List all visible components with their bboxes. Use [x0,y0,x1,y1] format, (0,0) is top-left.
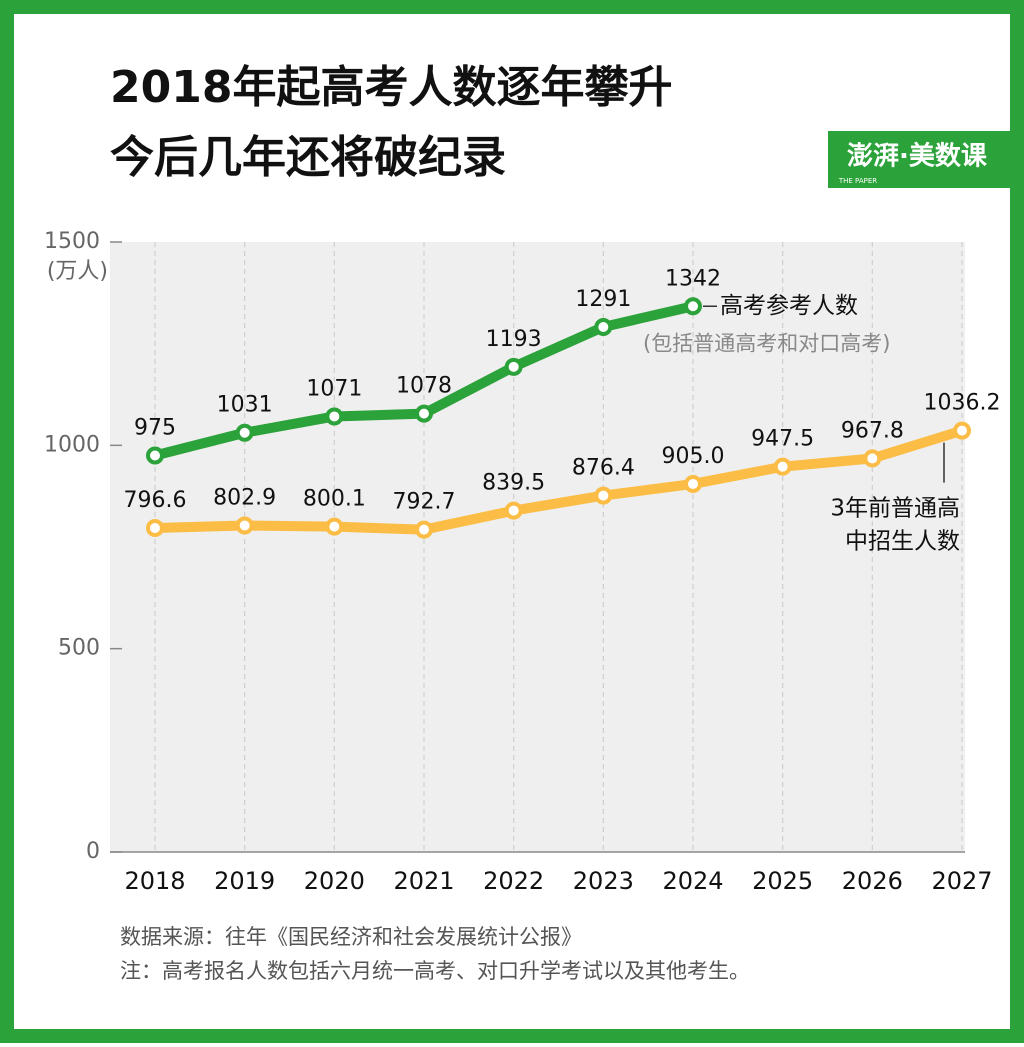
point [325,517,344,536]
data-label: 839.5 [482,471,545,496]
data-label: 1291 [575,287,631,312]
data-label: 975 [134,416,176,441]
data-label: 1071 [306,376,362,401]
x-tick-label: 2027 [931,867,992,895]
point [415,404,433,423]
point [773,457,792,476]
x-tick-label: 2024 [662,867,723,895]
y-tick-label: 0 [86,839,100,864]
point [325,407,344,426]
logo-sub: THE PAPER [838,177,877,185]
series-note: (包括普通高考和对口高考) [643,331,890,355]
y-tick-label: 500 [58,636,100,661]
y-tick-label: 1500 [44,229,100,254]
x-tick-label: 2018 [124,867,185,895]
data-label: 1036.2 [924,391,1001,416]
series-label: 高考参考人数 [720,293,858,319]
data-label: 1078 [396,374,452,399]
point [146,446,164,465]
point [504,357,523,376]
source: 数据来源：往年《国民经济和社会发展统计公报》 [120,925,582,949]
x-tick-label: 2023 [573,867,634,895]
series-line [154,425,964,535]
data-label: 1193 [486,327,542,352]
x-tick-label: 2022 [483,867,544,895]
point [684,474,702,493]
point [953,421,971,440]
data-label: 800.1 [303,487,366,512]
point [594,486,613,505]
chart-title: 2018年起高考人数逐年攀升 [110,62,672,113]
data-label: 876.4 [572,456,635,481]
point [863,449,882,468]
point [146,519,164,538]
x-tick-label: 2025 [752,867,813,895]
point [235,423,254,442]
chart-title: 今后几年还将破纪录 [110,132,506,183]
logo: 澎湃·美数课 [847,141,988,172]
point [415,520,433,539]
point [235,516,254,535]
data-label: 802.9 [213,485,276,510]
point [684,297,702,316]
logo-box [828,131,1010,188]
series-label: 3年前普通高中招生人数 [830,495,960,554]
data-label: 1031 [217,393,273,418]
data-label: 792.7 [393,490,456,515]
data-label: 967.8 [841,418,904,443]
data-label: 905.0 [662,444,725,469]
x-tick-label: 2019 [214,867,275,895]
plot-area [110,242,965,852]
y-tick-label: 1000 [44,432,100,457]
footnote: 注：高考报名人数包括六月统一高考、对口升学考试以及其他考生。 [120,959,750,983]
data-label: 947.5 [751,427,814,452]
x-tick-label: 2020 [304,867,365,895]
point [594,317,613,336]
x-tick-label: 2021 [393,867,454,895]
x-tick-label: 2026 [842,867,903,895]
data-label: 796.6 [124,488,187,513]
y-unit: (万人) [47,259,108,284]
point [504,501,523,520]
data-label: 1342 [665,266,721,291]
